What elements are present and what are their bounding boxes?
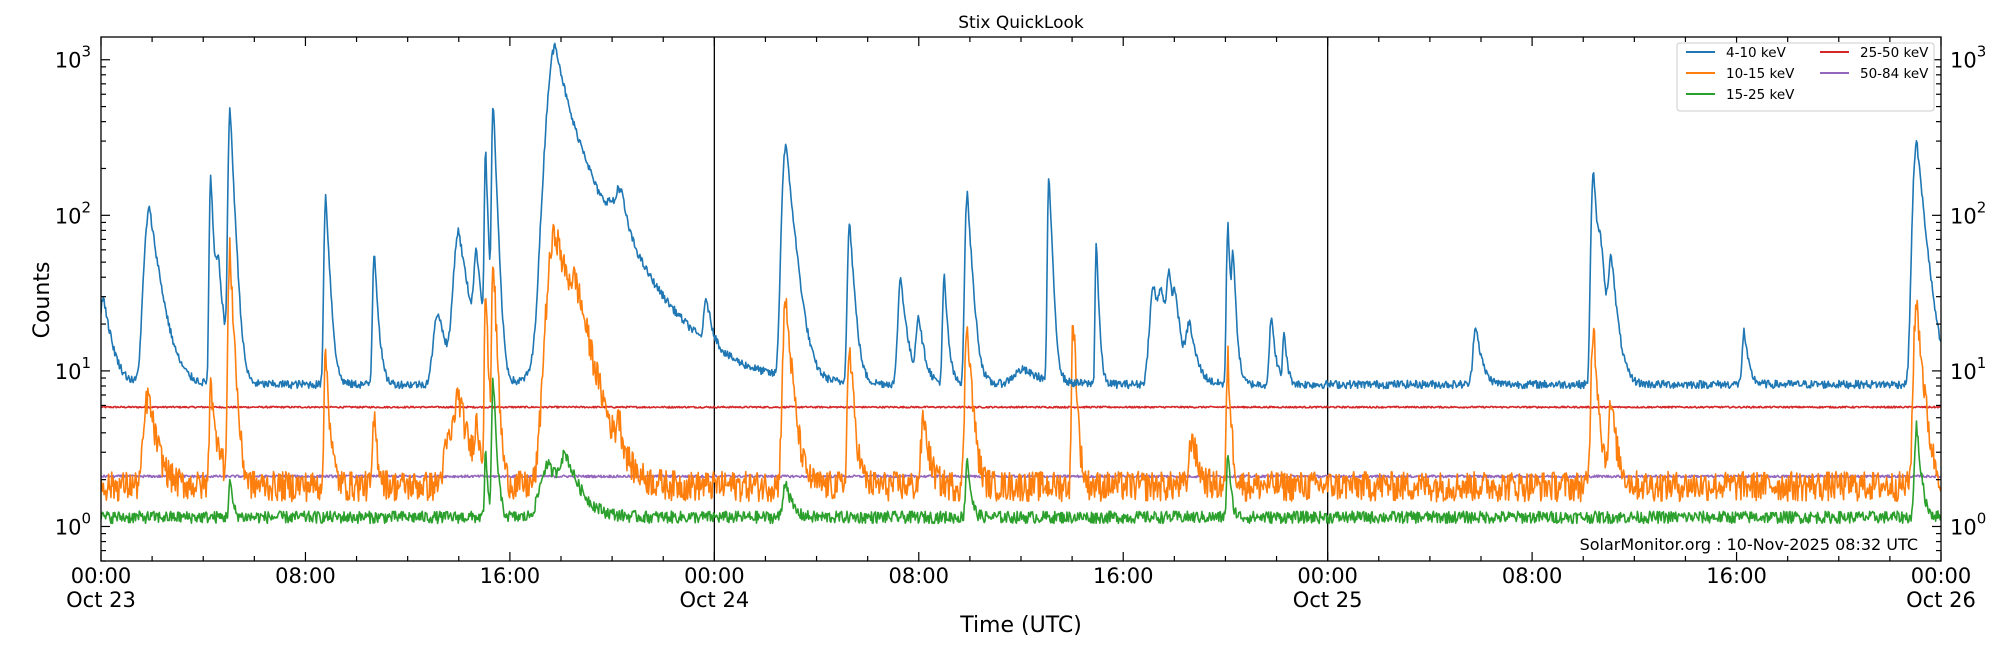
y-tick-label: 103 xyxy=(55,43,91,73)
x-tick-date-label: Oct 24 xyxy=(679,588,749,612)
x-tick-label: 08:00 xyxy=(275,564,336,588)
y-tick-label: 100 xyxy=(55,509,91,539)
legend-item: 4-10 keV xyxy=(1686,45,1787,61)
y-tick-label: 102 xyxy=(1950,198,1986,228)
x-tick-date-label: Oct 26 xyxy=(1906,588,1976,612)
y-tick-label: 101 xyxy=(55,354,91,384)
legend-label: 50-84 keV xyxy=(1860,66,1929,82)
legend-item: 50-84 keV xyxy=(1820,66,1929,82)
series-line-25-50-kev xyxy=(101,405,1941,409)
x-tick-label: 00:00 xyxy=(71,564,132,588)
legend-label: 25-50 keV xyxy=(1860,45,1929,61)
x-axis-label: Time (UTC) xyxy=(959,613,1082,638)
chart-title: Stix QuickLook xyxy=(958,13,1084,33)
legend-box xyxy=(1676,42,1935,112)
x-tick-label: 16:00 xyxy=(1706,564,1767,588)
y-tick-label: 103 xyxy=(1950,43,1986,73)
x-tick-label: 08:00 xyxy=(889,564,950,588)
series-line-15-25-kev xyxy=(101,377,1941,525)
y-axis-right: 100 101 102 103 xyxy=(1932,43,1986,562)
x-tick-date-label: Oct 25 xyxy=(1293,588,1363,612)
legend-item: 10-15 keV xyxy=(1686,66,1795,82)
x-tick-label: 16:00 xyxy=(480,564,541,588)
x-tick-label: 00:00 xyxy=(1297,564,1358,588)
y-tick-label: 101 xyxy=(1950,354,1986,384)
y-tick-label: 100 xyxy=(1950,509,1986,539)
legend-label: 10-15 keV xyxy=(1726,66,1795,82)
x-tick-label: 08:00 xyxy=(1502,564,1563,588)
plot-area xyxy=(101,42,1941,525)
footer-credit: SolarMonitor.org : 10-Nov-2025 08:32 UTC xyxy=(1580,535,1918,554)
x-tick-label: 16:00 xyxy=(1093,564,1154,588)
y-axis-left: 100 101 102 103 xyxy=(55,43,110,562)
legend: 4-10 keV 10-15 keV 15-25 keV 25-50 keV 50-84… xyxy=(1676,42,1935,112)
x-tick-label: 00:00 xyxy=(1911,564,1972,588)
series-line-4-10-kev xyxy=(101,42,1941,390)
legend-label: 4-10 keV xyxy=(1726,45,1787,61)
x-tick-date-label: Oct 23 xyxy=(66,588,136,612)
series-line-10-15-kev xyxy=(101,223,1941,503)
y-tick-label: 102 xyxy=(55,198,91,228)
legend-item: 15-25 keV xyxy=(1686,87,1795,103)
y-axis-label: Counts xyxy=(30,262,55,339)
legend-label: 15-25 keV xyxy=(1726,87,1795,103)
legend-item: 25-50 keV xyxy=(1820,45,1929,61)
x-tick-label: 00:00 xyxy=(684,564,745,588)
